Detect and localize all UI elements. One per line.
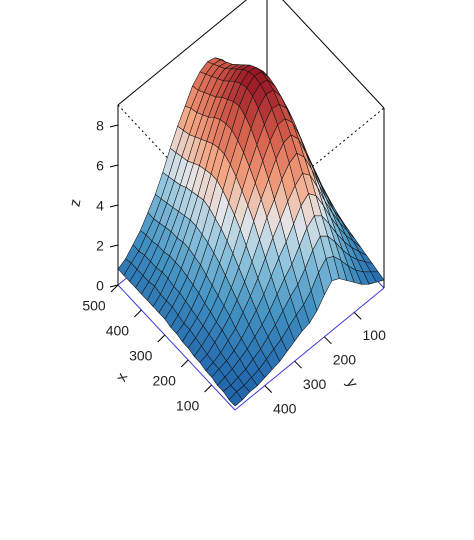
x-tick-label: 500 xyxy=(82,298,106,314)
box-top-edge-left-back xyxy=(117,0,248,106)
y-tick xyxy=(324,336,332,345)
bounding-box-front xyxy=(117,105,385,288)
x-tick xyxy=(180,359,189,368)
z-tick-label: 0 xyxy=(96,278,104,294)
y-tick xyxy=(353,312,362,320)
y-tick-label: 300 xyxy=(303,376,327,392)
box-top-edge-right-back xyxy=(282,0,385,109)
z-tick-label: 8 xyxy=(96,118,104,134)
z-tick xyxy=(109,204,119,208)
x-tick xyxy=(134,309,142,318)
z-tick xyxy=(109,284,119,288)
x-tick xyxy=(157,334,166,343)
y-tick-label: 400 xyxy=(273,400,297,416)
x-tick-label: 100 xyxy=(176,398,200,414)
z-tick xyxy=(109,244,119,248)
y-tick xyxy=(294,360,302,369)
z-tick xyxy=(109,164,119,168)
surface-mesh xyxy=(117,57,385,407)
surface-facet xyxy=(228,391,243,407)
y-tick-label: 200 xyxy=(333,352,357,368)
base-edge-y xyxy=(234,287,385,411)
y-axis-title: y xyxy=(343,375,362,390)
z-axis-title: z xyxy=(66,198,84,208)
y-tick xyxy=(264,385,273,393)
x-tick-label: 300 xyxy=(129,348,153,364)
x-tick xyxy=(204,384,212,393)
x-tick xyxy=(110,284,119,293)
x-tick-label: 400 xyxy=(106,323,130,339)
x-axis-title: x xyxy=(113,370,132,384)
z-tick-label: 2 xyxy=(96,238,104,254)
z-tick-label: 6 xyxy=(96,158,104,174)
x-tick-label: 200 xyxy=(153,373,177,389)
y-tick-label: 100 xyxy=(363,327,387,343)
base-edge-x xyxy=(117,284,236,411)
z-tick-label: 4 xyxy=(96,198,104,214)
z-tick xyxy=(109,124,119,128)
